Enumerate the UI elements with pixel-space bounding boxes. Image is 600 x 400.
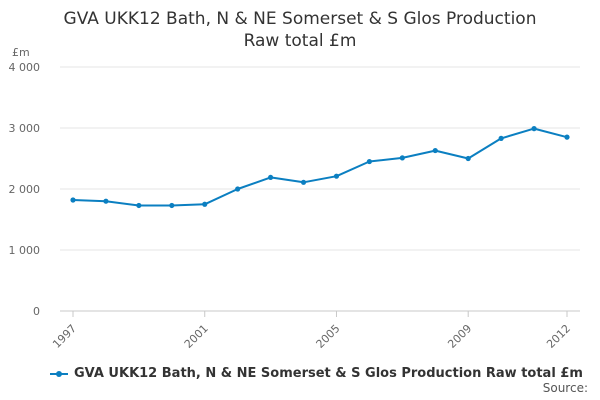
data-point bbox=[531, 126, 537, 132]
legend[interactable]: GVA UKK12 Bath, N & NE Somerset & S Glos… bbox=[50, 366, 583, 381]
source-label: Source: bbox=[542, 381, 588, 395]
plot-area bbox=[70, 126, 570, 209]
y-axis: 0 1 000 2 000 3 000 4 000 £m bbox=[9, 46, 41, 318]
legend-label: GVA UKK12 Bath, N & NE Somerset & S Glos… bbox=[74, 366, 583, 381]
legend-swatch bbox=[50, 369, 68, 379]
y-tick-label: 4 000 bbox=[9, 61, 41, 74]
data-point bbox=[136, 202, 142, 209]
x-tick-label: 1997 bbox=[50, 322, 79, 351]
y-tick-label: 2 000 bbox=[9, 183, 41, 196]
data-point bbox=[432, 147, 438, 154]
data-point bbox=[465, 155, 471, 162]
legend-point-marker bbox=[56, 370, 62, 377]
data-point bbox=[333, 173, 340, 179]
chart-title-line-2: Raw total £m bbox=[243, 31, 357, 51]
series-line bbox=[72, 127, 568, 207]
x-tick-label: 2012 bbox=[544, 322, 573, 351]
y-tick-label: 0 bbox=[33, 305, 40, 318]
data-point bbox=[300, 179, 307, 185]
data-point bbox=[399, 155, 405, 161]
gridlines bbox=[60, 66, 580, 312]
chart-title: GVA UKK12 Bath, N & NE Somerset & S Glos… bbox=[0, 8, 600, 52]
x-tick-label: 2005 bbox=[314, 322, 343, 351]
x-tick-label: 2009 bbox=[445, 322, 474, 351]
data-point bbox=[564, 134, 570, 140]
y-axis-unit: £m bbox=[12, 46, 30, 59]
y-tick-label: 1 000 bbox=[9, 244, 41, 257]
x-tick-label: 2001 bbox=[182, 322, 211, 351]
x-axis: 1997 2001 2005 2009 2012 bbox=[50, 311, 573, 351]
data-point bbox=[103, 198, 109, 204]
data-point bbox=[498, 135, 504, 141]
data-point bbox=[169, 202, 175, 209]
data-point bbox=[235, 186, 241, 192]
data-point bbox=[268, 174, 274, 181]
data-point bbox=[202, 201, 208, 207]
y-tick-label: 3 000 bbox=[9, 122, 41, 135]
data-point bbox=[366, 158, 372, 165]
data-point bbox=[70, 197, 76, 203]
chart-title-line-1: GVA UKK12 Bath, N & NE Somerset & S Glos… bbox=[63, 9, 537, 29]
